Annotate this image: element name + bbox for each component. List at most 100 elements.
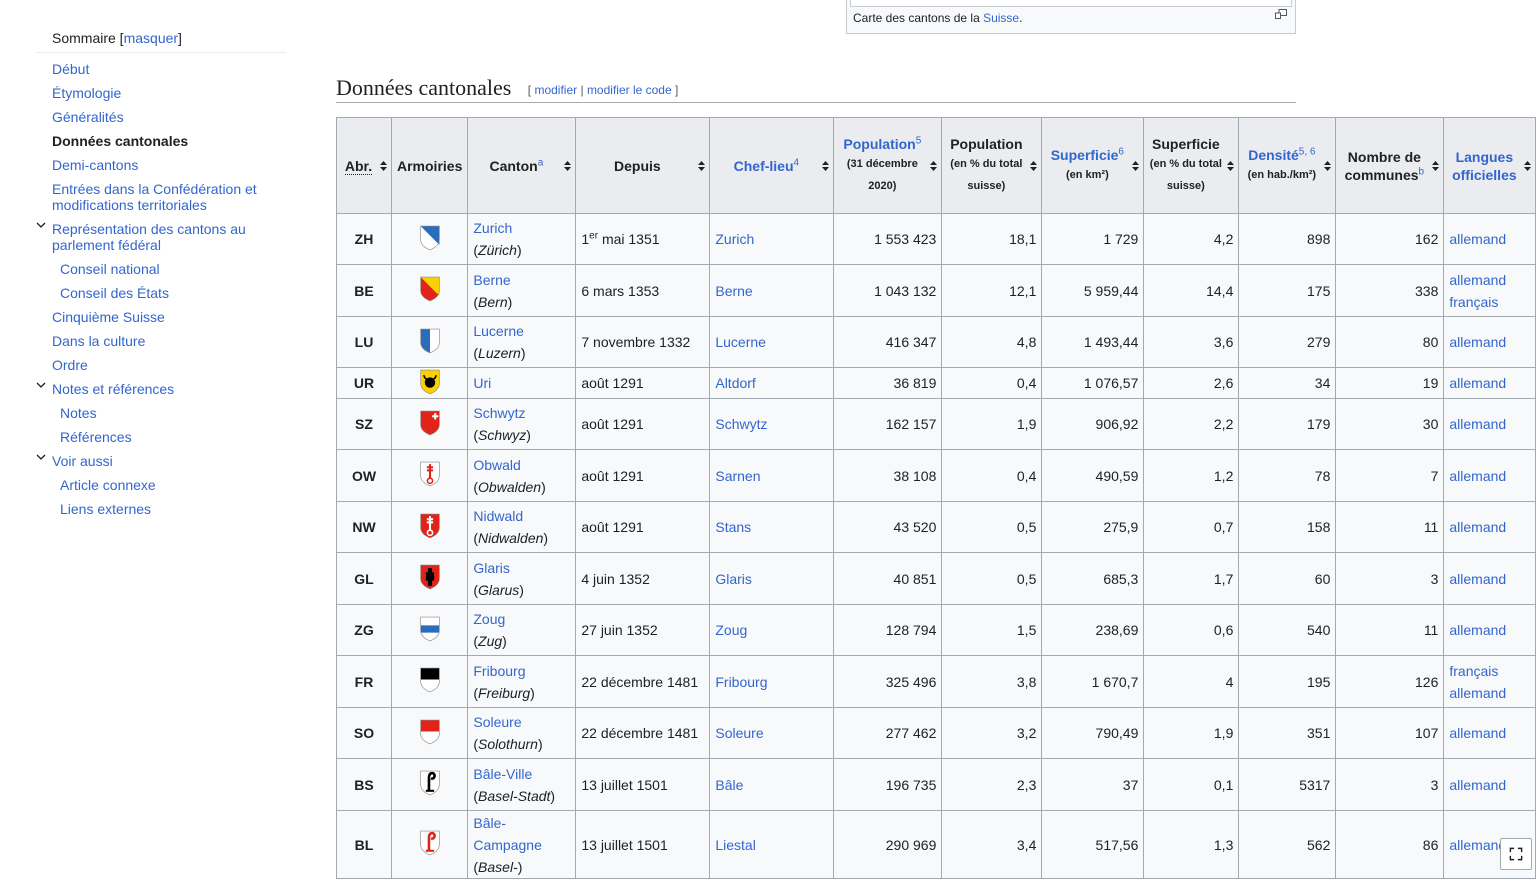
canton-link[interactable]: Berne xyxy=(473,271,511,288)
canton-link[interactable]: Lucerne xyxy=(473,323,524,339)
coat-of-arms-icon[interactable] xyxy=(419,719,441,745)
sort-icon[interactable] xyxy=(698,160,706,171)
toc-item[interactable]: Notes xyxy=(36,405,286,421)
coat-of-arms-icon[interactable] xyxy=(419,225,441,251)
col-densite[interactable]: Densité5, 6 (en hab./km²) xyxy=(1238,117,1337,214)
language-link[interactable]: allemand xyxy=(1449,271,1507,288)
chef-lieu-link[interactable]: Glaris xyxy=(715,570,752,587)
language-link[interactable]: allemand xyxy=(1449,467,1507,484)
canton-link[interactable]: Uri xyxy=(473,375,492,391)
toc-item[interactable]: Conseil des États xyxy=(36,285,286,301)
chef-lieu-link[interactable]: Fribourg xyxy=(715,673,768,690)
canton-link[interactable]: Nidwald xyxy=(473,508,524,524)
toc-item[interactable]: Cinquième Suisse xyxy=(36,309,286,325)
coat-of-arms-icon[interactable] xyxy=(419,513,441,539)
toc-item[interactable]: Références xyxy=(36,429,286,445)
canton-link[interactable]: Fribourg xyxy=(473,662,526,679)
chevron-down-icon[interactable] xyxy=(36,380,46,390)
language-link[interactable]: allemand xyxy=(1449,231,1507,247)
col-abr[interactable]: Abr. xyxy=(336,117,392,214)
language-link[interactable]: allemand xyxy=(1449,416,1507,432)
chef-lieu-link[interactable]: Zurich xyxy=(715,231,755,247)
toc-item[interactable]: Notes et références xyxy=(36,381,286,397)
chef-lieu-link[interactable]: Schwytz xyxy=(715,416,768,432)
chef-lieu-link[interactable]: Sarnen xyxy=(715,467,761,484)
sort-icon[interactable] xyxy=(1432,160,1440,171)
canton-link[interactable]: Soleure xyxy=(473,714,522,730)
language-link[interactable]: français xyxy=(1449,662,1499,679)
chef-lieu-link[interactable]: Liestal xyxy=(715,836,756,853)
toc-item[interactable]: Début xyxy=(36,61,286,77)
sort-icon[interactable] xyxy=(930,160,938,171)
suisse-link[interactable]: Suisse xyxy=(983,11,1020,25)
canton-link[interactable]: Zurich xyxy=(473,220,513,236)
sort-icon[interactable] xyxy=(1030,160,1038,171)
col-canton[interactable]: Cantona xyxy=(467,117,577,214)
toc-item[interactable]: Entrées dans la Confédération et modific… xyxy=(36,181,286,213)
coat-of-arms-icon[interactable] xyxy=(419,667,441,693)
coat-of-arms-icon[interactable] xyxy=(419,770,441,796)
language-link[interactable]: allemand xyxy=(1449,375,1507,391)
canton-link[interactable]: Obwald xyxy=(473,456,521,473)
col-langues[interactable]: Langues officielles xyxy=(1443,117,1537,214)
col-population-pct[interactable]: Population (en % du total suisse) xyxy=(941,117,1043,214)
language-link[interactable]: allemand xyxy=(1449,836,1507,853)
language-link[interactable]: français xyxy=(1449,293,1499,310)
coat-of-arms-icon[interactable] xyxy=(419,410,441,436)
edit-source-link[interactable]: modifier le code xyxy=(586,83,672,97)
toc-item[interactable]: Voir aussi xyxy=(36,453,286,469)
language-link[interactable]: allemand xyxy=(1449,725,1507,741)
toc-item[interactable]: Dans la culture xyxy=(36,333,286,349)
col-population[interactable]: Population5 (31 décembre 2020) xyxy=(833,117,943,214)
coat-of-arms-icon[interactable] xyxy=(419,830,441,856)
language-link[interactable]: allemand xyxy=(1449,334,1507,350)
enlarge-icon[interactable] xyxy=(1275,9,1287,19)
language-link[interactable]: allemand xyxy=(1449,519,1507,535)
language-link[interactable]: allemand xyxy=(1449,622,1507,638)
col-superficie-pct[interactable]: Superficie (en % du total suisse) xyxy=(1143,117,1240,214)
chevron-down-icon[interactable] xyxy=(36,452,46,462)
chef-lieu-link[interactable]: Zoug xyxy=(715,622,748,638)
toc-item[interactable]: Ordre xyxy=(36,357,286,373)
toc-item[interactable]: Données cantonales xyxy=(36,133,286,149)
chef-lieu-link[interactable]: Berne xyxy=(715,282,753,299)
toc-item[interactable]: Généralités xyxy=(36,109,286,125)
canton-link[interactable]: Bâle-Campagne xyxy=(473,814,542,853)
col-depuis[interactable]: Depuis xyxy=(575,117,711,214)
language-link[interactable]: allemand xyxy=(1449,776,1507,793)
sort-icon[interactable] xyxy=(1524,160,1532,171)
sort-icon[interactable] xyxy=(380,160,387,171)
chef-lieu-link[interactable]: Soleure xyxy=(715,725,764,741)
coat-of-arms-icon[interactable] xyxy=(419,461,441,487)
toc-item[interactable]: Conseil national xyxy=(36,261,286,277)
chef-lieu-link[interactable]: Stans xyxy=(715,519,752,535)
fullscreen-icon[interactable] xyxy=(1500,838,1532,870)
chef-lieu-link[interactable]: Altdorf xyxy=(715,375,756,391)
chevron-down-icon[interactable] xyxy=(36,220,46,230)
chef-lieu-link[interactable]: Lucerne xyxy=(715,334,766,350)
col-communes[interactable]: Nombre de communesb xyxy=(1335,117,1445,214)
canton-link[interactable]: Zoug xyxy=(473,611,506,627)
coat-of-arms-icon[interactable] xyxy=(419,276,441,302)
language-link[interactable]: allemand xyxy=(1449,570,1507,587)
toc-item[interactable]: Article connexe xyxy=(36,477,286,493)
sort-icon[interactable] xyxy=(564,160,572,171)
coat-of-arms-icon[interactable] xyxy=(419,616,441,642)
chef-lieu-link[interactable]: Bâle xyxy=(715,776,744,793)
col-superficie[interactable]: Superficie6 (en km²) xyxy=(1041,117,1145,214)
sort-icon[interactable] xyxy=(822,160,830,171)
toc-item[interactable]: Étymologie xyxy=(36,85,286,101)
coat-of-arms-icon[interactable] xyxy=(419,369,441,395)
toc-hide-link[interactable]: masquer xyxy=(123,30,179,46)
canton-link[interactable]: Glaris xyxy=(473,559,510,576)
toc-item[interactable]: Demi-cantons xyxy=(36,157,286,173)
language-link[interactable]: allemand xyxy=(1449,684,1507,701)
canton-link[interactable]: Schwytz xyxy=(473,405,526,421)
toc-item[interactable]: Liens externes xyxy=(36,501,286,517)
sort-icon[interactable] xyxy=(1324,160,1332,171)
sort-icon[interactable] xyxy=(1132,160,1140,171)
edit-link[interactable]: modifier xyxy=(534,83,578,97)
sort-icon[interactable] xyxy=(1227,160,1235,171)
col-chef-lieu[interactable]: Chef-lieu4 xyxy=(709,117,835,214)
coat-of-arms-icon[interactable] xyxy=(419,328,441,354)
